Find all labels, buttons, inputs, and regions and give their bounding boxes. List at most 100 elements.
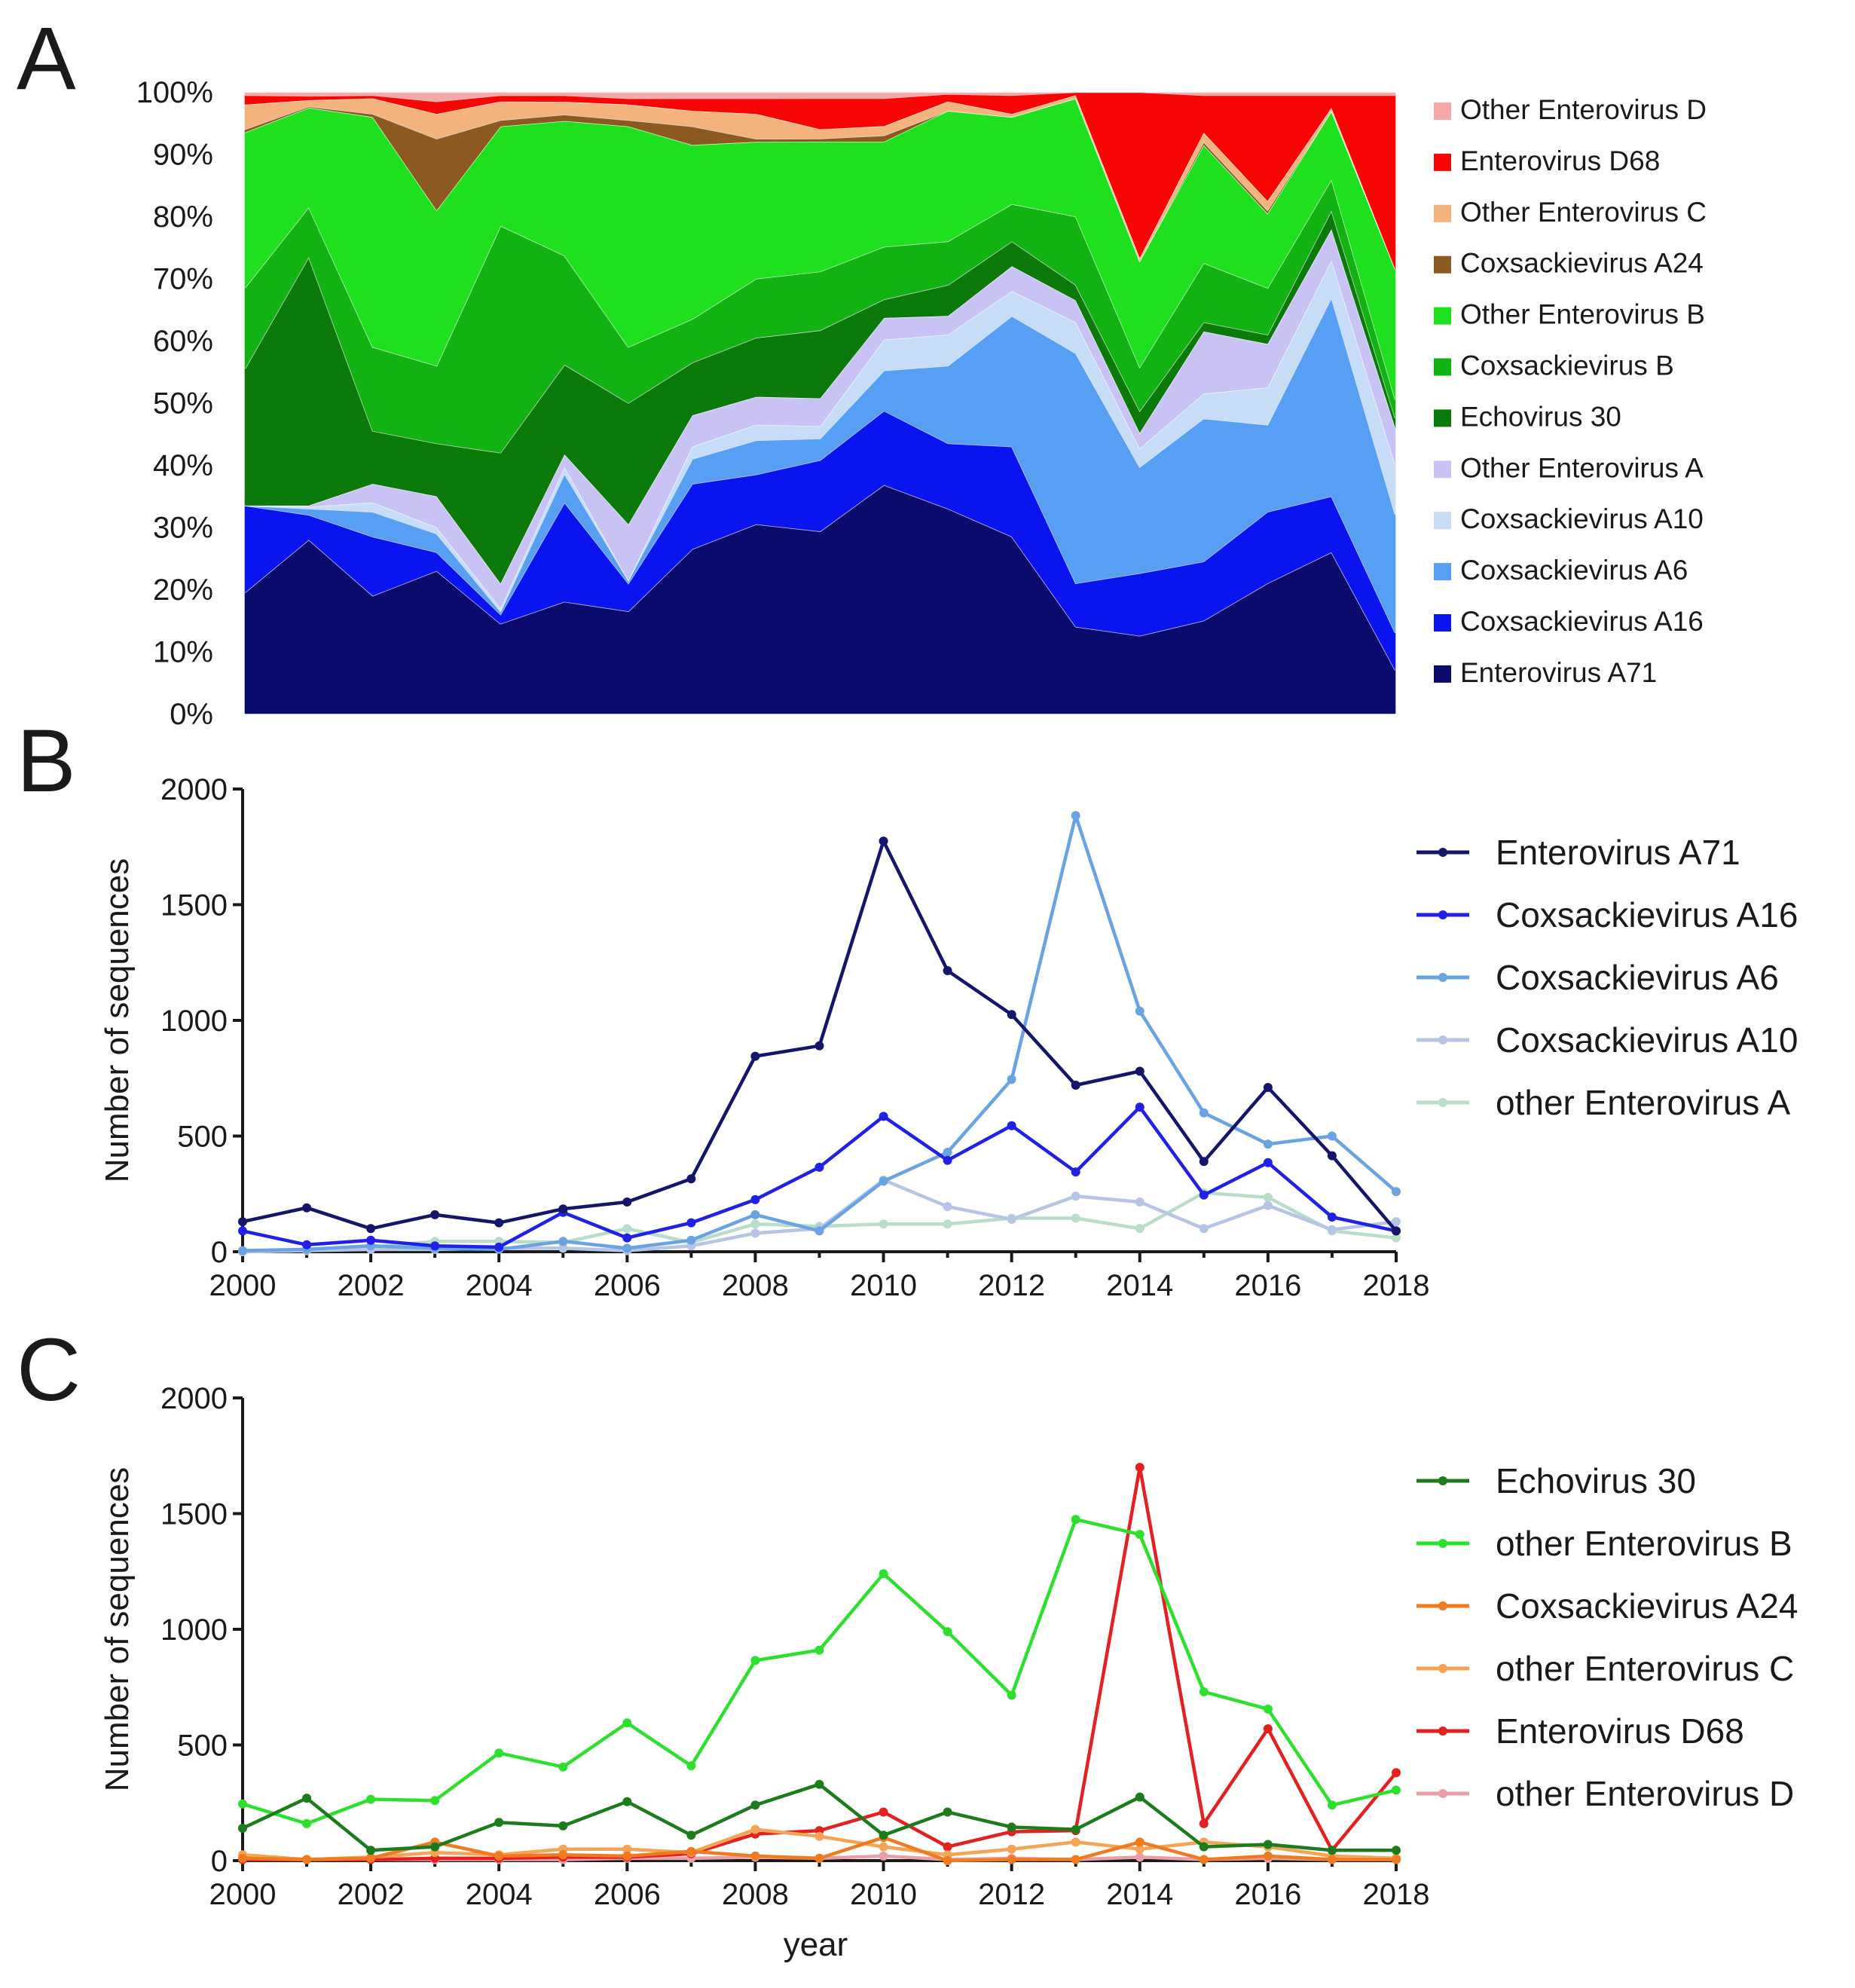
- data-point-other-enterovirus-c: [814, 1831, 824, 1841]
- data-point-other-enterovirus-b: [1327, 1800, 1337, 1810]
- x-tick-label: 2002: [338, 1878, 405, 1911]
- data-point-enterovirus-a71: [238, 1217, 247, 1227]
- data-point-echovirus-30: [1327, 1846, 1337, 1855]
- data-point-echovirus-30: [686, 1830, 696, 1840]
- legend-marker-coxsackievirus-a16: [1438, 910, 1447, 919]
- y-tick-label: 2000: [160, 773, 228, 806]
- data-point-other-enterovirus-c: [750, 1824, 760, 1834]
- series-line-other-enterovirus-b: [242, 1517, 1397, 1826]
- data-point-other-enterovirus-b: [750, 1656, 760, 1665]
- y-tick-label-a: 100%: [136, 76, 213, 109]
- data-point-coxsackievirus-a24: [238, 1853, 247, 1863]
- data-point-other-enterovirus-b: [814, 1645, 824, 1655]
- data-point-other-enterovirus-b: [1199, 1687, 1209, 1696]
- legend-label-enterovirus-d68: Enterovirus D68: [1496, 1711, 1744, 1751]
- data-point-other-enterovirus-b: [622, 1718, 632, 1728]
- data-point-enterovirus-a71: [814, 1041, 824, 1051]
- x-tick-label: 2010: [850, 1878, 917, 1911]
- data-point-enterovirus-a71: [750, 1051, 760, 1061]
- data-point-coxsackievirus-a10: [943, 1202, 952, 1212]
- data-point-other-enterovirus-a: [1071, 1213, 1080, 1223]
- data-point-echovirus-30: [1392, 1846, 1401, 1855]
- x-tick-label: 2016: [1234, 1878, 1301, 1911]
- data-point-coxsackievirus-a16: [1007, 1121, 1016, 1130]
- data-point-echovirus-30: [879, 1830, 888, 1840]
- data-point-coxsackievirus-a10: [1392, 1217, 1401, 1227]
- legend-swatch-coxsackievirus-a16: [1434, 614, 1451, 632]
- data-point-coxsackievirus-a16: [430, 1241, 440, 1251]
- data-point-coxsackievirus-a6: [879, 1176, 888, 1186]
- data-point-coxsackievirus-a6: [1135, 1006, 1144, 1016]
- data-point-coxsackievirus-a10: [1327, 1225, 1337, 1234]
- data-point-echovirus-30: [302, 1794, 312, 1803]
- y-axis-ticks-a: 0% 10% 20% 30% 40% 50% 60% 70% 80% 90% 100%: [136, 76, 213, 731]
- data-point-other-enterovirus-b: [686, 1761, 696, 1771]
- data-point-enterovirus-a71: [622, 1197, 632, 1207]
- x-tick-label: 2014: [1106, 1878, 1173, 1911]
- legend-swatch-coxsackievirus-a10: [1434, 512, 1451, 530]
- legend-marker-other-enterovirus-d: [1438, 1789, 1447, 1798]
- legend-label-enterovirus-a71: Enterovirus A71: [1460, 657, 1657, 688]
- legend-label-coxsackievirus-a10: Coxsackievirus A10: [1460, 503, 1704, 534]
- data-point-other-enterovirus-b: [1007, 1690, 1016, 1700]
- data-point-coxsackievirus-a16: [494, 1242, 504, 1252]
- series-line-enterovirus-a71: [242, 839, 1398, 1232]
- data-point-coxsackievirus-a24: [558, 1850, 568, 1860]
- data-point-other-enterovirus-b: [430, 1796, 440, 1806]
- y-tick-label: 1000: [160, 1613, 228, 1647]
- x-tick-label: 2016: [1234, 1269, 1301, 1302]
- data-point-echovirus-30: [430, 1842, 440, 1852]
- data-point-other-enterovirus-b: [302, 1818, 312, 1828]
- data-point-coxsackievirus-a24: [622, 1851, 632, 1861]
- x-tick-label: 2018: [1363, 1878, 1430, 1911]
- data-point-coxsackievirus-a10: [1135, 1197, 1144, 1207]
- data-point-coxsackievirus-a24: [1199, 1855, 1209, 1864]
- data-point-coxsackievirus-a6: [814, 1226, 824, 1236]
- data-point-other-enterovirus-b: [1071, 1515, 1080, 1525]
- x-tick-label: 2006: [594, 1878, 661, 1911]
- data-point-coxsackievirus-a16: [943, 1155, 952, 1165]
- data-point-other-enterovirus-c: [622, 1844, 632, 1854]
- y-tick-label-a: 50%: [153, 387, 213, 421]
- data-point-coxsackievirus-a16: [1263, 1158, 1273, 1167]
- legend-swatch-other-enterovirus-b: [1434, 307, 1451, 325]
- legend-label-other-enterovirus-d: Other Enterovirus D: [1460, 94, 1707, 125]
- legend-label-echovirus-30: Echovirus 30: [1496, 1461, 1696, 1500]
- data-point-coxsackievirus-a24: [1327, 1855, 1337, 1864]
- data-point-other-enterovirus-d: [879, 1851, 888, 1861]
- x-tick-label: 2004: [466, 1269, 533, 1302]
- data-point-coxsackievirus-a24: [686, 1846, 696, 1856]
- data-point-coxsackievirus-a10: [1007, 1215, 1016, 1224]
- data-point-other-enterovirus-a: [1263, 1192, 1273, 1202]
- y-tick-label-a: 70%: [153, 263, 213, 296]
- legend-marker-coxsackievirus-a6: [1438, 973, 1447, 982]
- data-point-coxsackievirus-a10: [1199, 1224, 1209, 1234]
- data-point-other-enterovirus-a: [943, 1219, 952, 1229]
- data-point-echovirus-30: [1135, 1792, 1144, 1802]
- data-point-coxsackievirus-a6: [750, 1210, 760, 1219]
- legend-marker-coxsackievirus-a10: [1438, 1035, 1447, 1044]
- data-point-other-enterovirus-b: [494, 1748, 504, 1758]
- data-point-coxsackievirus-a16: [750, 1194, 760, 1204]
- data-point-coxsackievirus-a16: [1135, 1103, 1144, 1112]
- x-tick-label: 2000: [209, 1878, 277, 1911]
- legend-marker-echovirus-30: [1438, 1476, 1447, 1485]
- data-point-coxsackievirus-a10: [1263, 1200, 1273, 1210]
- y-tick-label-a: 40%: [153, 449, 213, 482]
- data-point-other-enterovirus-a: [750, 1219, 760, 1229]
- legend-swatch-coxsackievirus-b: [1434, 358, 1451, 376]
- data-point-coxsackievirus-a10: [558, 1243, 568, 1253]
- y-tick-label: 0: [211, 1236, 228, 1269]
- data-point-coxsackievirus-a24: [1392, 1855, 1401, 1864]
- legend-swatch-other-enterovirus-d: [1434, 102, 1451, 120]
- data-point-other-enterovirus-c: [1135, 1844, 1144, 1854]
- legend-label-coxsackievirus-a16: Coxsackievirus A16: [1460, 606, 1704, 637]
- y-tick-label-a: 80%: [153, 200, 213, 234]
- data-point-coxsackievirus-a16: [1327, 1213, 1337, 1222]
- data-point-enterovirus-d68: [1392, 1768, 1401, 1778]
- x-tick-label: 2010: [850, 1269, 917, 1302]
- y-tick-label: 500: [177, 1121, 228, 1154]
- data-point-other-enterovirus-b: [1135, 1530, 1144, 1540]
- data-point-coxsackievirus-a16: [302, 1240, 312, 1249]
